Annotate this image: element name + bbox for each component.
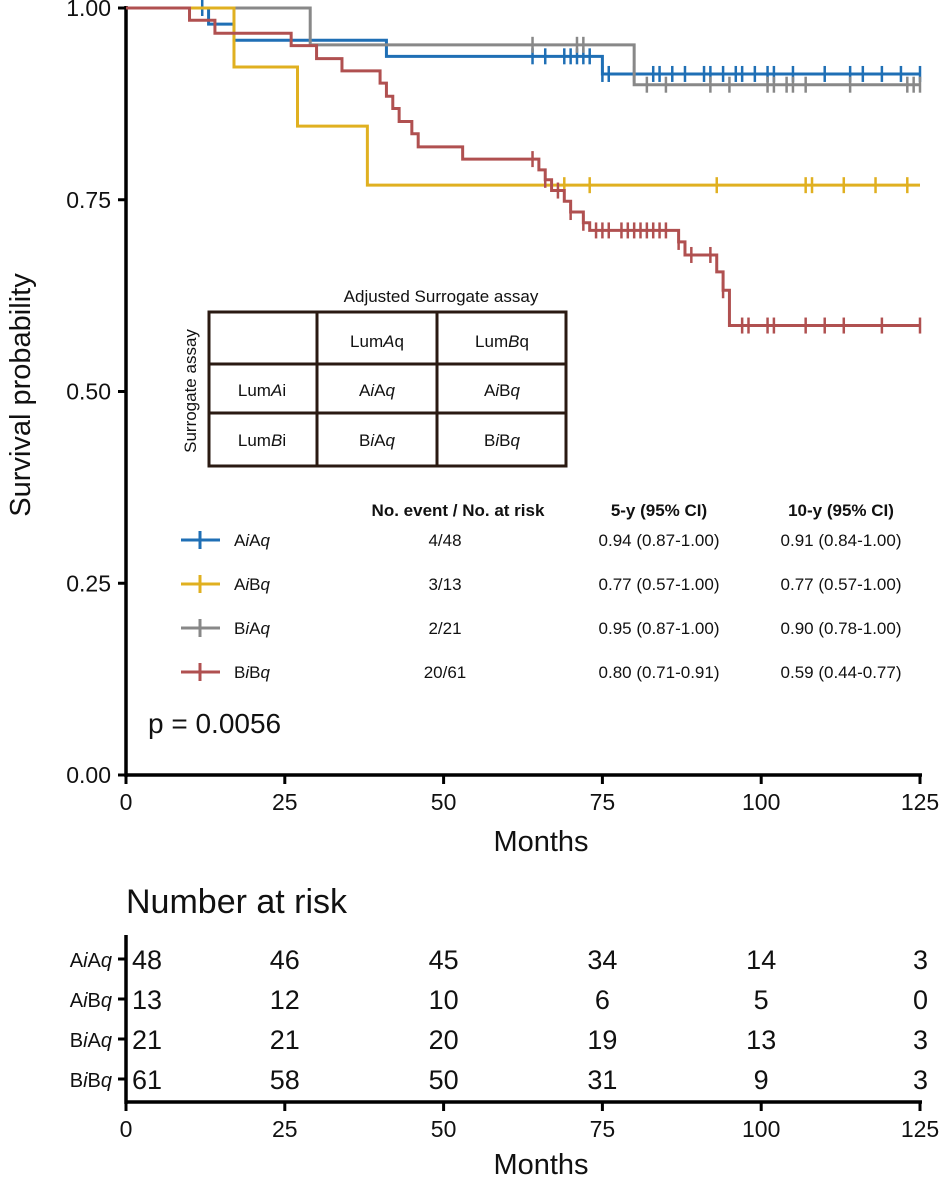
y-tick-label: 0.00 [66,762,111,788]
x-tick-label: 75 [590,789,616,815]
y-tick-label: 0.75 [66,187,111,213]
survival-curve-BiBq [126,6,920,328]
inset-border [207,310,568,468]
risk-value: 21 [132,1025,162,1055]
risk-value: 19 [587,1025,617,1055]
risk-row-label-AiBq: AiBq [70,990,112,1012]
risk-value: 13 [746,1025,776,1055]
survival-curve-AiAq [126,6,920,76]
risk-value: 9 [754,1065,769,1095]
inset-side-label: Surrogate assay [181,329,200,453]
risk-value: 14 [746,945,776,975]
risk-value: 5 [754,985,769,1015]
legend-header-5y: 5-y (95% CI) [611,501,707,520]
risk-value: 45 [429,945,459,975]
legend: No. event / No. at risk 5-y (95% CI) 10-… [181,501,901,682]
risk-value: 48 [132,945,162,975]
legend-events: 2/21 [428,619,461,638]
inset-col-header: LumAq [350,332,404,351]
risk-table-title: Number at risk [126,883,348,921]
risk-x-tick-label: 125 [901,1116,939,1142]
legend-header-events: No. event / No. at risk [372,501,545,520]
legend-10y: 0.77 (0.57-1.00) [781,575,902,594]
risk-row-label-BiBq: BiBq [70,1070,112,1092]
legend-label-BiBq: BiBq [234,663,270,682]
y-tick-label: 0.50 [66,379,111,405]
risk-value: 34 [587,945,617,975]
x-tick-label: 0 [120,789,133,815]
risk-row-label-BiAq: BiAq [70,1030,112,1052]
inset-cell: AiAq [359,381,395,400]
risk-value: 3 [913,1025,928,1055]
inset-cell: BiBq [484,431,520,450]
x-axis-ticks: 0 25 50 75 100 125 [120,775,939,815]
risk-value: 46 [270,945,300,975]
risk-value: 20 [429,1025,459,1055]
legend-events: 3/13 [428,575,461,594]
inset-title: Adjusted Surrogate assay [344,287,539,306]
risk-value: 6 [595,985,610,1015]
p-value: p = 0.0056 [148,708,281,739]
survival-curve-BiAq [126,6,920,87]
risk-x-tick-label: 0 [120,1116,133,1142]
legend-rows: AiAq 4/48 0.94 (0.87-1.00) 0.91 (0.84-1.00)… [181,531,901,682]
x-axis-title: Months [493,826,588,858]
legend-5y: 0.80 (0.71-0.91) [599,663,720,682]
legend-events: 20/61 [424,663,467,682]
legend-10y: 0.90 (0.78-1.00) [781,619,902,638]
risk-x-axis-ticks: 0 25 50 75 100 125 [120,1102,939,1142]
legend-5y: 0.95 (0.87-1.00) [599,619,720,638]
x-tick-label: 125 [901,789,939,815]
risk-row-label-AiAq: AiAq [70,950,112,972]
risk-x-axis-title: Months [493,1149,588,1180]
survival-curve-AiBq [126,6,920,187]
legend-5y: 0.77 (0.57-1.00) [599,575,720,594]
risk-value: 13 [132,985,162,1015]
x-tick-label: 25 [272,789,298,815]
legend-events: 4/48 [428,531,461,550]
risk-value: 31 [587,1065,617,1095]
risk-value: 50 [429,1065,459,1095]
legend-label-AiAq: AiAq [234,531,270,550]
legend-5y: 0.94 (0.87-1.00) [599,531,720,550]
survival-curves [126,0,922,334]
y-tick-label: 1.00 [66,0,111,21]
risk-value: 3 [913,1065,928,1095]
inset-cells: LumAq LumBq LumAi LumBi AiAq AiBq BiAq BiBq [238,332,529,450]
inset-row-header: LumBi [238,431,286,450]
legend-header-10y: 10-y (95% CI) [788,501,894,520]
x-tick-label: 50 [431,789,457,815]
risk-value: 0 [913,985,928,1015]
risk-x-tick-label: 100 [742,1116,780,1142]
inset-cell: BiAq [359,431,395,450]
y-axis-ticks: 0.00 0.25 0.50 0.75 1.00 [66,0,126,788]
inset-col-header: LumBq [475,332,529,351]
risk-value: 21 [270,1025,300,1055]
inset-table: Adjusted Surrogate assay Surrogate assay… [181,287,568,468]
risk-x-tick-label: 50 [431,1116,457,1142]
risk-value: 61 [132,1065,162,1095]
inset-row-header: LumAi [238,381,286,400]
y-tick-label: 0.25 [66,570,111,596]
risk-value: 12 [270,985,300,1015]
risk-value: 3 [913,945,928,975]
risk-x-tick-label: 25 [272,1116,298,1142]
y-axis-title: Survival probability [5,273,37,517]
risk-x-tick-label: 75 [590,1116,616,1142]
legend-label-BiAq: BiAq [234,619,270,638]
legend-label-AiBq: AiBq [234,575,270,594]
risk-value: 58 [270,1065,300,1095]
risk-value: 10 [429,985,459,1015]
legend-10y: 0.59 (0.44-0.77) [781,663,902,682]
inset-cell: AiBq [484,381,520,400]
legend-10y: 0.91 (0.84-1.00) [781,531,902,550]
x-tick-label: 100 [742,789,780,815]
